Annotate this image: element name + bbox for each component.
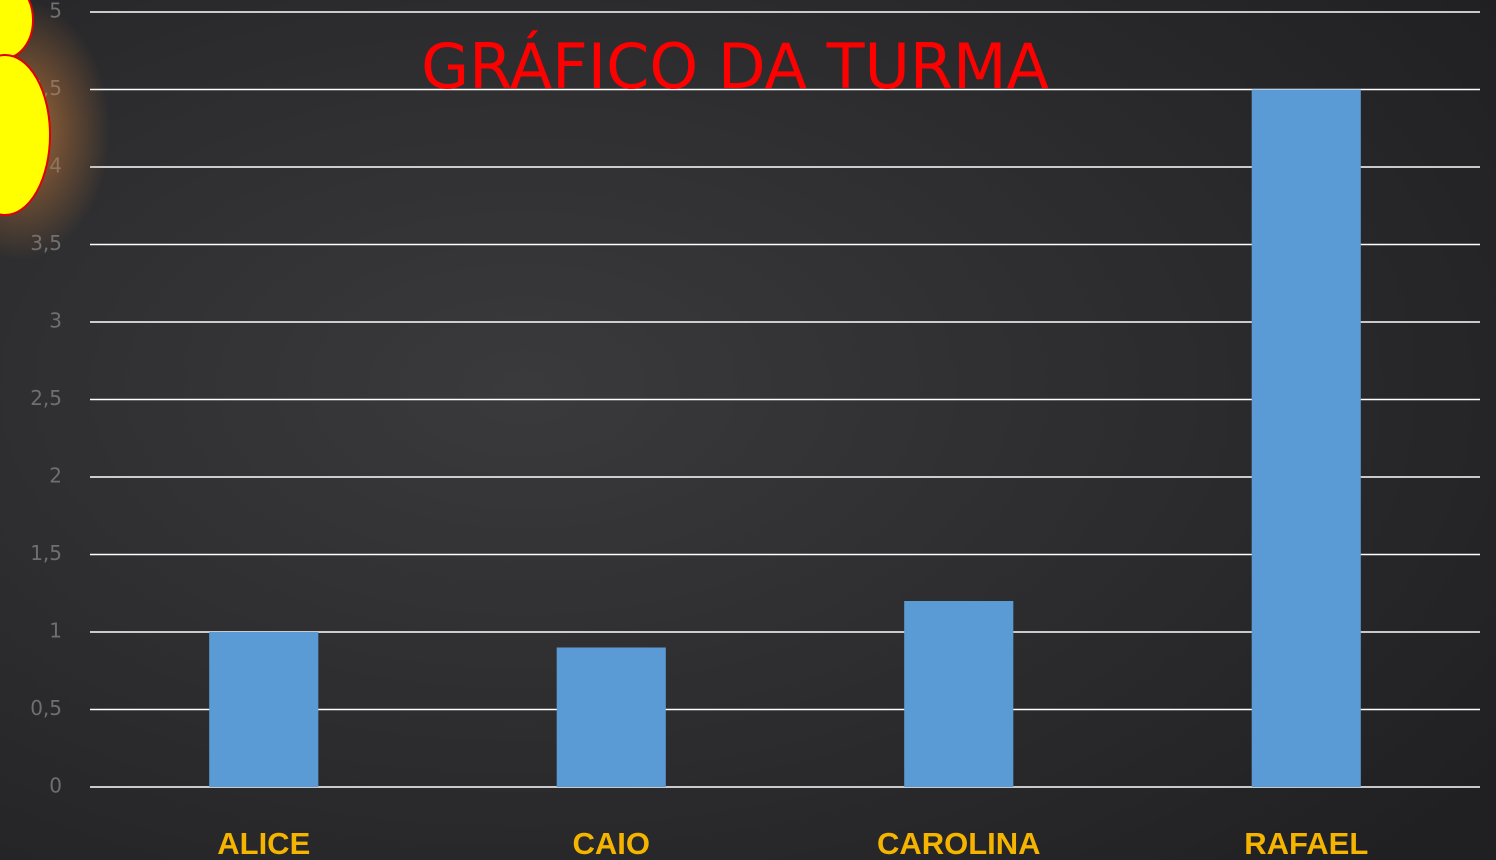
y-tick-label: 0 xyxy=(49,774,62,798)
y-tick-label: 0,5 xyxy=(30,696,62,720)
y-tick-label: 3 xyxy=(49,309,62,333)
bar xyxy=(1252,90,1361,788)
bar xyxy=(557,648,666,788)
bar xyxy=(209,632,318,787)
y-tick-label: 2,5 xyxy=(30,386,62,410)
y-tick-label: 1 xyxy=(49,619,62,643)
x-tick-label: ALICE xyxy=(217,826,310,860)
x-tick-label: CAROLINA xyxy=(877,826,1041,860)
chart-title: GRÁFICO DA TURMA xyxy=(421,29,1049,103)
x-tick-label: CAIO xyxy=(573,826,651,860)
bar xyxy=(904,601,1013,787)
x-tick-label: RAFAEL xyxy=(1244,826,1368,860)
y-tick-label: 2 xyxy=(49,464,62,488)
chart: 00,511,522,533,544,55 GRÁFICO DA TURMA A… xyxy=(0,0,1496,860)
y-tick-label: 1,5 xyxy=(30,541,62,565)
